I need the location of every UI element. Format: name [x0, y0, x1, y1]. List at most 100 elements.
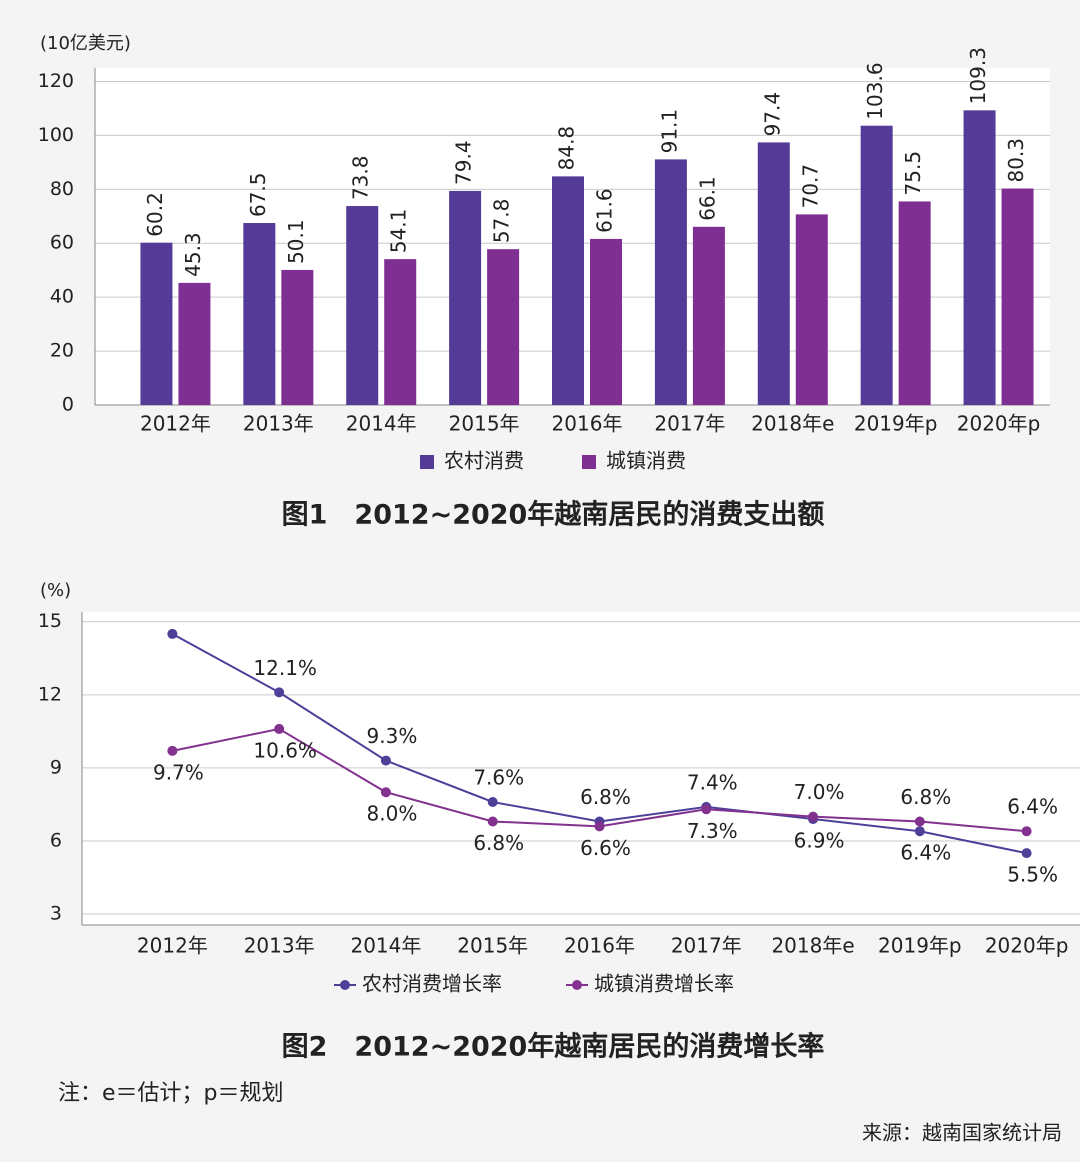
y-tick-label: 40: [50, 286, 74, 308]
bar: [963, 110, 996, 405]
point-value-label: 6.8%: [580, 785, 631, 809]
point-value-label: 6.8%: [473, 831, 524, 855]
bar-value-label: 67.5: [246, 172, 270, 217]
point-value-label: 7.6%: [473, 765, 524, 789]
bar: [795, 214, 828, 405]
bar: [346, 206, 379, 405]
bar-value-label: 80.3: [1004, 138, 1028, 183]
x-tick-label: 2019年p: [878, 934, 962, 958]
x-tick-label: 2014年: [350, 934, 421, 958]
bar: [487, 249, 520, 405]
bar-value-label: 73.8: [349, 156, 373, 201]
y-tick-label: 20: [50, 340, 74, 362]
x-tick-label: 2016年: [564, 934, 635, 958]
y-tick-label: 15: [38, 610, 62, 632]
bar-value-label: 84.8: [555, 126, 579, 171]
legend-swatch: [572, 980, 582, 990]
point: [701, 804, 712, 815]
bar: [449, 190, 482, 405]
x-tick-label: 2018年e: [771, 934, 854, 958]
point-value-label: 5.5%: [1007, 863, 1058, 887]
point-value-label: 10.6%: [253, 738, 317, 762]
point: [274, 723, 285, 734]
bar-value-label: 60.2: [143, 192, 167, 237]
bar: [384, 259, 417, 405]
point-value-label: 12.1%: [253, 656, 317, 680]
point: [274, 687, 285, 698]
x-tick-label: 2020年p: [957, 412, 1041, 436]
bar: [140, 242, 173, 405]
y-tick-label: 0: [62, 394, 74, 416]
x-tick-label: 2013年: [243, 412, 314, 436]
bar: [860, 125, 893, 405]
y-tick-label: 100: [38, 124, 74, 146]
point-value-label: 9.7%: [153, 760, 204, 784]
bar: [590, 238, 622, 405]
point: [1021, 826, 1032, 837]
bar-value-label: 75.5: [901, 151, 925, 196]
point: [594, 821, 605, 832]
point-value-label: 6.8%: [900, 785, 951, 809]
bar: [757, 142, 790, 405]
bar: [552, 176, 584, 405]
chart-title: 图1 2012~2020年越南居民的消费支出额: [282, 499, 825, 531]
bar-value-label: 61.6: [593, 188, 617, 233]
legend-label: 城镇消费: [606, 449, 686, 473]
bar-value-label: 103.6: [863, 62, 887, 119]
y-tick-label: 60: [50, 232, 74, 254]
x-tick-label: 2019年p: [854, 412, 938, 436]
bar: [898, 201, 931, 405]
x-tick-label: 2018年e: [751, 412, 834, 436]
point-value-label: 7.0%: [794, 780, 845, 804]
point: [167, 745, 178, 756]
point-value-label: 6.4%: [900, 841, 951, 865]
point-value-label: 6.6%: [580, 836, 631, 860]
point: [914, 826, 925, 837]
y-tick-label: 80: [50, 178, 74, 200]
point: [487, 816, 498, 827]
point-value-label: 6.4%: [1007, 795, 1058, 819]
legend-swatch: [340, 980, 350, 990]
y-axis-label: (%): [40, 580, 71, 601]
point: [808, 811, 819, 822]
bar: [281, 269, 314, 405]
x-tick-label: 2020年p: [985, 934, 1069, 958]
bar: [1001, 188, 1034, 405]
point-value-label: 6.9%: [794, 829, 845, 853]
y-tick-label: 120: [38, 70, 74, 92]
y-tick-label: 9: [50, 756, 62, 778]
x-tick-label: 2015年: [457, 934, 528, 958]
point: [380, 787, 391, 798]
legend-label: 农村消费增长率: [362, 972, 502, 996]
point-value-label: 7.4%: [687, 770, 738, 794]
point: [1021, 848, 1032, 859]
x-tick-label: 2014年: [346, 412, 417, 436]
bar: [178, 282, 211, 405]
bar: [654, 159, 687, 405]
x-tick-label: 2017年: [654, 412, 725, 436]
bar-value-label: 57.8: [490, 199, 514, 244]
x-tick-label: 2012年: [140, 412, 211, 436]
bar: [692, 226, 725, 405]
x-tick-label: 2013年: [244, 934, 315, 958]
x-tick-label: 2017年: [671, 934, 742, 958]
point-value-label: 8.0%: [367, 802, 418, 826]
x-tick-label: 2015年: [449, 412, 520, 436]
plot-area: [82, 612, 1080, 925]
legend-label: 城镇消费增长率: [594, 972, 734, 996]
bar-value-label: 97.4: [760, 92, 784, 137]
note: 注：e＝估计；p＝规划: [58, 1081, 284, 1106]
point: [914, 816, 925, 827]
point-value-label: 7.3%: [687, 819, 738, 843]
chart-title: 图2 2012~2020年越南居民的消费增长率: [282, 1031, 825, 1063]
bar-value-label: 54.1: [387, 209, 411, 254]
legend-label: 农村消费: [444, 449, 524, 473]
source: 来源：越南国家统计局: [862, 1121, 1062, 1145]
point: [380, 755, 391, 766]
bar-value-label: 79.4: [452, 140, 476, 185]
x-tick-label: 2016年: [552, 412, 623, 436]
y-tick-label: 12: [38, 683, 62, 705]
point: [167, 628, 178, 639]
bar-value-label: 91.1: [657, 109, 681, 154]
